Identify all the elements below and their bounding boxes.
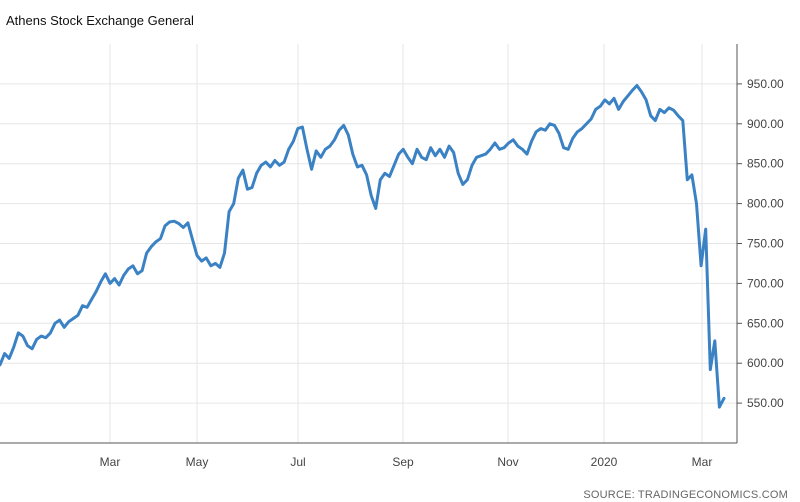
x-tick-label: 2020 — [591, 455, 618, 469]
y-tick-label: 850.00 — [747, 157, 784, 171]
x-tick-label: Sep — [392, 455, 414, 469]
y-axis-ticks: 550.00 600.00 650.00 700.00 750.00 800.00 850.… — [737, 77, 784, 410]
y-tick-label: 950.00 — [747, 77, 784, 91]
x-tick-label: Mar — [692, 455, 713, 469]
x-tick-label: Jul — [290, 455, 305, 469]
horizontal-gridlines — [0, 83, 737, 404]
y-tick-label: 800.00 — [747, 197, 784, 211]
x-tick-label: Mar — [100, 455, 121, 469]
chart-title: Athens Stock Exchange General — [6, 13, 194, 28]
x-axis-ticks: Mar May Jul Sep Nov 2020 Mar — [100, 455, 713, 469]
x-tick-label: Nov — [497, 455, 518, 469]
x-tick-label: May — [186, 455, 209, 469]
y-tick-label: 550.00 — [747, 396, 784, 410]
y-tick-label: 600.00 — [747, 356, 784, 370]
source-label: SOURCE: TRADINGECONOMICS.COM — [583, 489, 788, 501]
y-tick-label: 750.00 — [747, 237, 784, 251]
y-tick-label: 900.00 — [747, 117, 784, 131]
series-line — [0, 84, 726, 409]
y-tick-label: 650.00 — [747, 316, 784, 330]
y-tick-label: 700.00 — [747, 276, 784, 290]
